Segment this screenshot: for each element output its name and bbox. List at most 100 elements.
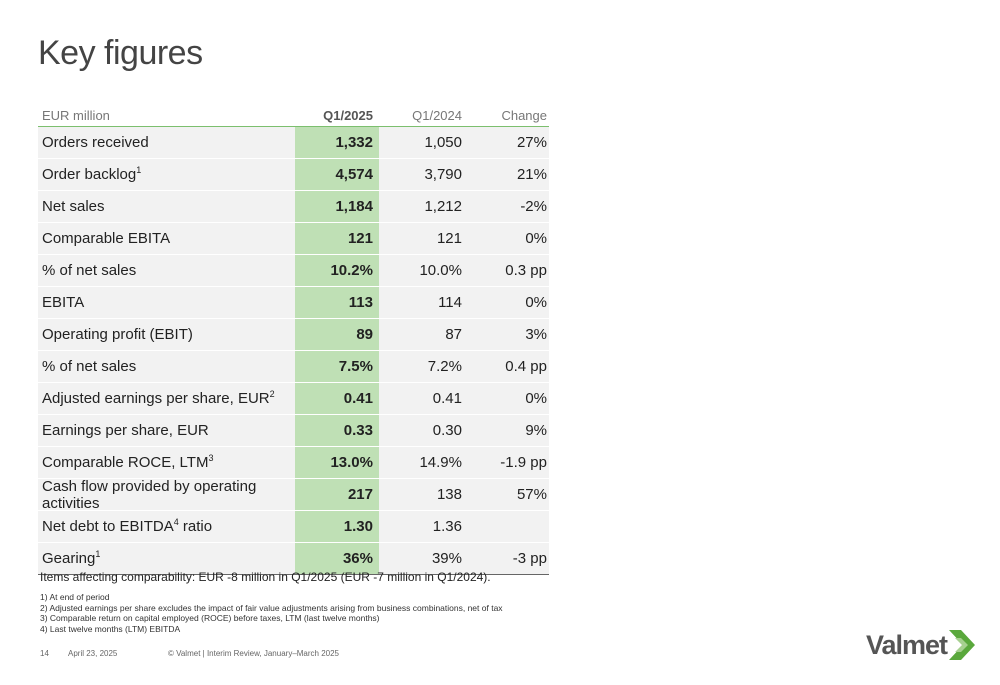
value-q1-2024: 0.30: [432, 422, 462, 439]
header-q1-2024: Q1/2024: [412, 107, 462, 123]
row-label: Cash flow provided by operating activiti…: [38, 478, 295, 512]
value-q1-2024: 1,050: [424, 134, 462, 151]
value-q1-2025: 89: [295, 319, 379, 350]
value-q1-2025: 13.0%: [295, 447, 379, 478]
row-label-text: Net sales: [42, 198, 105, 215]
row-label-text: Earnings per share, EUR: [42, 422, 209, 439]
table-row: EBITA 113 114 0%: [38, 287, 549, 319]
value-q1-2025: 0.33: [295, 415, 379, 446]
value-q1-2024: 114: [438, 294, 462, 311]
value-q1-2025: 0.41: [295, 383, 379, 414]
row-label-text: Adjusted earnings per share, EUR: [42, 390, 270, 407]
table-row: Adjusted earnings per share, EUR2 0.41 0.4…: [38, 383, 549, 415]
value-q1-2025: 1,184: [295, 191, 379, 222]
page-number: 14: [40, 649, 49, 658]
footnote-marker: 1: [136, 165, 142, 175]
value-q1-2024: 87: [445, 326, 462, 343]
row-label-text: Cash flow provided by operating activiti…: [42, 477, 257, 512]
comparability-note: Items affecting comparability: EUR -8 mi…: [40, 570, 491, 584]
value-q1-2025: 121: [295, 223, 379, 254]
table-row: Comparable ROCE, LTM3 13.0% 14.9% -1.9 pp: [38, 447, 549, 479]
row-label-text: Net debt to EBITDA: [42, 518, 174, 535]
table-row: Gearing1 36% 39% -3 pp: [38, 543, 549, 575]
value-q1-2025: 36%: [295, 543, 379, 574]
header-change: Change: [501, 107, 547, 123]
value-q1-2025: 1,332: [295, 127, 379, 158]
page-footer: 14 April 23, 2025 © Valmet | Interim Rev…: [40, 649, 339, 658]
value-q1-2024: 138: [436, 486, 462, 503]
value-change: 0.4 pp: [505, 358, 547, 375]
value-q1-2025: 113: [295, 287, 379, 318]
value-q1-2024: 7.2%: [427, 358, 462, 375]
value-q1-2025: 4,574: [295, 159, 379, 190]
value-change: 27%: [516, 134, 547, 151]
header-q1-2025: Q1/2025: [323, 107, 373, 123]
footnote-marker: 1: [95, 549, 101, 559]
row-label-text: % of net sales: [42, 262, 137, 279]
value-q1-2024: 0.41: [432, 390, 462, 407]
row-label: % of net sales: [38, 358, 295, 375]
value-q1-2025: 10.2%: [295, 255, 379, 286]
footnote: 4) Last twelve months (LTM) EBITDA: [40, 623, 181, 634]
row-label: % of net sales: [38, 262, 295, 279]
value-change: 3%: [525, 326, 547, 343]
footer-date: April 23, 2025: [68, 649, 118, 658]
value-change: 57%: [516, 486, 547, 503]
value-q1-2024: 14.9%: [419, 454, 462, 471]
footer-copyright: © Valmet | Interim Review, January–March…: [168, 649, 340, 658]
row-label: EBITA: [38, 294, 295, 311]
value-q1-2024: 10.0%: [419, 262, 462, 279]
row-label: Gearing1: [38, 549, 295, 568]
value-change: 9%: [525, 422, 547, 439]
row-label-text: Orders received: [42, 134, 149, 151]
value-q1-2024: 1.36: [432, 518, 462, 535]
valmet-logo: Valmet: [866, 628, 977, 662]
row-label: Comparable ROCE, LTM3: [38, 453, 295, 472]
value-q1-2024: 39%: [431, 550, 462, 567]
row-label: Net sales: [38, 198, 295, 215]
key-figures-table: EUR million Q1/2025 Q1/2024 Change Order…: [38, 104, 549, 575]
value-q1-2025: 1.30: [295, 511, 379, 542]
value-change: 0.3 pp: [505, 262, 547, 279]
row-label-text: Gearing: [42, 550, 96, 567]
logo-chevron-icon: [949, 630, 976, 660]
value-change: -2%: [520, 198, 547, 215]
value-change: 21%: [516, 166, 547, 183]
row-label-text: % of net sales: [42, 358, 137, 375]
table-row: Order backlog1 4,574 3,790 21%: [38, 159, 549, 191]
value-change: 0%: [525, 230, 547, 247]
header-unit: EUR million: [42, 107, 110, 123]
logo-text: Valmet: [866, 629, 948, 660]
value-q1-2025: 217: [295, 479, 379, 510]
row-label: Comparable EBITA: [38, 230, 295, 247]
table-row: Comparable EBITA 121 121 0%: [38, 223, 549, 255]
row-label-text: Order backlog: [42, 166, 137, 183]
footnote: 1) At end of period: [40, 592, 110, 602]
table-row: Operating profit (EBIT) 89 87 3%: [38, 319, 549, 351]
row-label-text: EBITA: [42, 294, 85, 311]
footnote: 2) Adjusted earnings per share excludes …: [40, 602, 503, 613]
footnotes: 1) At end of period 2) Adjusted earnings…: [40, 592, 503, 634]
row-label: Adjusted earnings per share, EUR2: [38, 389, 295, 408]
row-label: Orders received: [38, 134, 295, 151]
row-label: Earnings per share, EUR: [38, 422, 295, 439]
page-title: Key figures: [38, 34, 203, 72]
table-row: Net sales 1,184 1,212 -2%: [38, 191, 549, 223]
row-label: Operating profit (EBIT): [38, 326, 295, 343]
value-q1-2024: 121: [436, 230, 462, 247]
row-label: Net debt to EBITDA4 ratio: [38, 517, 295, 536]
footnote-marker: 3: [208, 453, 214, 463]
value-change: -3 pp: [512, 550, 547, 567]
table-row: Cash flow provided by operating activiti…: [38, 478, 549, 512]
footnote-marker: 2: [269, 389, 275, 399]
footnote-marker: 4: [173, 517, 179, 527]
table-row: % of net sales 7.5% 7.2% 0.4 pp: [38, 351, 549, 383]
footnote: 3) Comparable return on capital employed…: [40, 613, 380, 623]
table-row: Orders received 1,332 1,050 27%: [38, 127, 549, 159]
row-label-text: Comparable EBITA: [42, 230, 171, 247]
row-label-suffix: ratio: [178, 518, 213, 535]
table-row: % of net sales 10.2% 10.0% 0.3 pp: [38, 255, 549, 287]
value-q1-2024: 3,790: [424, 166, 462, 183]
value-change: -1.9 pp: [500, 454, 547, 471]
table-row: Net debt to EBITDA4 ratio 1.30 1.36: [38, 511, 549, 543]
